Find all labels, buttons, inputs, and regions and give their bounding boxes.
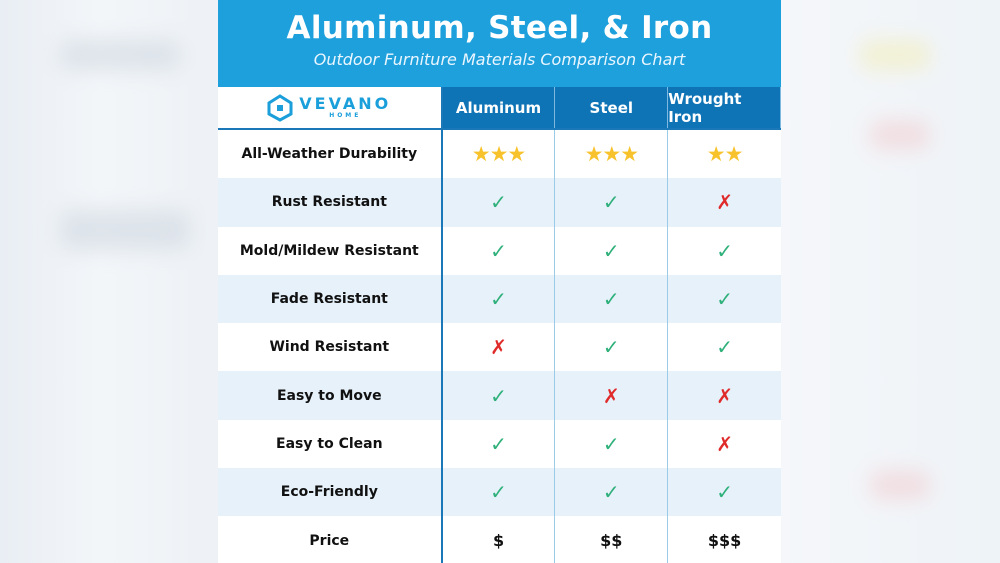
comparison-chart: Aluminum, Steel, & Iron Outdoor Furnitur… (218, 0, 781, 563)
table-row: Easy to Clean ✓ ✓ ✗ (218, 419, 781, 469)
star-rating-icon: ★★★ (584, 142, 639, 167)
cross-icon: ✗ (716, 431, 733, 456)
table-cell: ✓ (668, 323, 781, 371)
check-icon: ✓ (490, 383, 507, 408)
table-cell: ✓ (668, 468, 781, 516)
table-cell: ✓ (443, 226, 556, 275)
vevano-logo: VEVANO HOME (267, 93, 392, 122)
column-header-row: VEVANO HOME Aluminum Steel Wrought Iron (218, 87, 781, 130)
row-label: Fade Resistant (218, 274, 443, 324)
table-cell: ✗ (668, 371, 781, 419)
logo-tagline: HOME (329, 112, 362, 119)
price-value: $ (492, 531, 505, 551)
check-icon: ✓ (602, 190, 620, 215)
check-icon: ✓ (716, 480, 733, 505)
background-blur (60, 210, 190, 250)
table-cell: ✗ (555, 371, 669, 420)
check-icon: ✓ (602, 238, 620, 263)
background-blur (870, 470, 930, 500)
table-cell: ✓ (443, 371, 556, 420)
row-label: Price (218, 516, 443, 563)
check-icon: ✓ (490, 238, 507, 263)
row-label: Easy to Move (218, 371, 443, 420)
cross-icon: ✗ (716, 383, 733, 408)
table-cell: $ (443, 516, 556, 563)
check-icon: ✓ (602, 335, 620, 360)
chart-header: Aluminum, Steel, & Iron Outdoor Furnitur… (218, 0, 781, 87)
check-icon: ✓ (602, 287, 620, 312)
column-header-steel: Steel (555, 87, 669, 128)
table-cell: ✓ (443, 468, 556, 517)
row-label: All-Weather Durability (218, 130, 443, 179)
table-row: Eco-Friendly ✓ ✓ ✓ (218, 468, 781, 517)
star-rating-icon: ★★★ (471, 142, 526, 167)
column-header-aluminum: Aluminum (442, 87, 556, 128)
table-cell: ✓ (443, 178, 556, 227)
table-row: Easy to Move ✓ ✗ ✗ (218, 371, 781, 420)
table-cell: ✓ (555, 419, 669, 469)
background-blur (60, 40, 180, 70)
table-cell: ★★ (668, 130, 781, 178)
chart-subtitle: Outdoor Furniture Materials Comparison C… (313, 50, 686, 69)
table-row: Rust Resistant ✓ ✓ ✗ (218, 178, 781, 227)
table-cell: ✓ (668, 275, 781, 323)
check-icon: ✓ (716, 287, 733, 312)
table-cell: ★★★ (443, 130, 556, 179)
check-icon: ✓ (490, 480, 507, 505)
row-label: Rust Resistant (218, 178, 443, 227)
table-cell: ✓ (443, 419, 556, 469)
row-label: Wind Resistant (218, 323, 443, 372)
table-row: Mold/Mildew Resistant ✓ ✓ ✓ (218, 226, 781, 275)
table-cell: $$$ (668, 516, 781, 563)
table-cell: ★★★ (555, 130, 669, 179)
table-cell: ✓ (555, 468, 669, 517)
table-cell: ✗ (443, 323, 556, 372)
house-hexagon-icon (267, 93, 293, 122)
check-icon: ✓ (602, 480, 620, 505)
table-cell: ✓ (555, 178, 669, 227)
table-cell: ✗ (668, 178, 781, 226)
background-blur (870, 120, 930, 150)
chart-title: Aluminum, Steel, & Iron (286, 10, 713, 46)
star-rating-icon: ★★ (706, 142, 744, 167)
row-label: Easy to Clean (218, 419, 443, 469)
table-row: Wind Resistant ✗ ✓ ✓ (218, 323, 781, 372)
table-cell: ✓ (555, 226, 669, 275)
table-cell: ✓ (668, 227, 781, 275)
check-icon: ✓ (716, 238, 733, 263)
table-cell: ✗ (668, 420, 781, 468)
logo-name: VEVANO (299, 94, 392, 113)
table-row: All-Weather Durability ★★★ ★★★ ★★ (218, 130, 781, 179)
price-value: $$ (600, 531, 623, 551)
check-icon: ✓ (490, 431, 507, 456)
table-row: Price $ $$ $$$ (218, 516, 781, 563)
logo-cell: VEVANO HOME (218, 87, 443, 128)
table-row: Fade Resistant ✓ ✓ ✓ (218, 274, 781, 324)
table-body: All-Weather Durability ★★★ ★★★ ★★ Rust Resis… (218, 130, 781, 563)
cross-icon: ✗ (716, 190, 733, 215)
check-icon: ✓ (490, 287, 507, 312)
check-icon: ✓ (490, 190, 507, 215)
cross-icon: ✗ (602, 383, 620, 408)
price-value: $$$ (707, 531, 742, 551)
column-header-wrought-iron: Wrought Iron (668, 87, 781, 128)
background-blur (860, 40, 930, 70)
check-icon: ✓ (716, 335, 733, 360)
table-cell: ✓ (555, 274, 669, 324)
check-icon: ✓ (602, 431, 620, 456)
row-label: Mold/Mildew Resistant (218, 226, 443, 275)
cross-icon: ✗ (490, 335, 507, 360)
table-cell: $$ (555, 516, 669, 563)
table-cell: ✓ (555, 323, 669, 372)
table-cell: ✓ (443, 274, 556, 324)
row-label: Eco-Friendly (218, 468, 443, 517)
